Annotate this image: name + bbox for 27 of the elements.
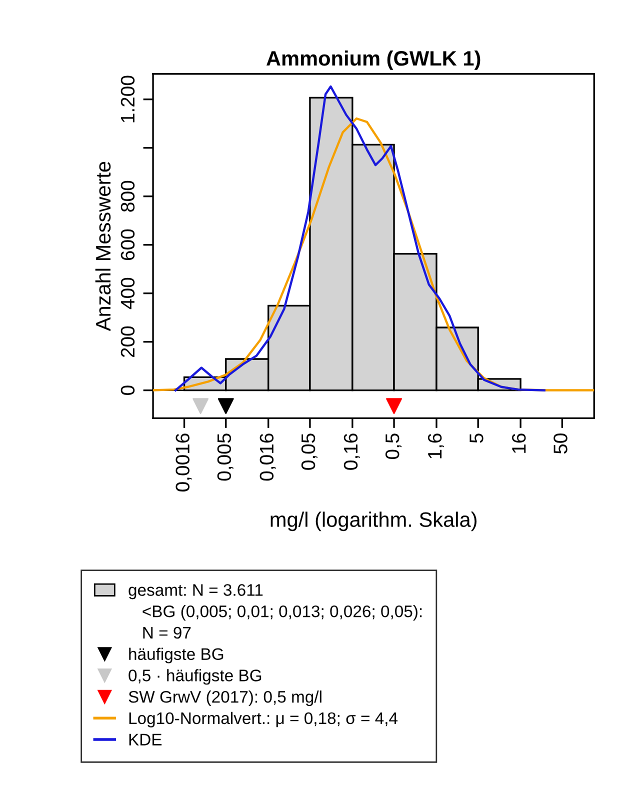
y-axis-title: Anzahl Messwerte bbox=[95, 162, 111, 332]
text: <BG (0,005; 0,01; 0,013; 0,026; 0,05): bbox=[142, 605, 422, 621]
x-axis-title: mg/l (logarithm. Skala) bbox=[270, 512, 476, 532]
x-tick-label: 50 bbox=[554, 434, 568, 454]
legend-label: häufigste BG bbox=[129, 648, 224, 664]
x-tick-label: 0,05 bbox=[301, 434, 318, 470]
legend-label: gesamt: N = 3.611 bbox=[128, 584, 263, 600]
x-tick-label: 1,6 bbox=[428, 434, 444, 458]
y-tick-label: 800 bbox=[120, 180, 135, 212]
x-tick-label: 5 bbox=[470, 434, 484, 443]
x-tick-label: 16 bbox=[512, 434, 526, 453]
legend-label: KDE bbox=[129, 734, 162, 746]
y-tick-label: 200 bbox=[120, 326, 135, 358]
y-tick-label: 400 bbox=[120, 278, 135, 310]
legend-label: Log10-Normalvert.: μ = 0,18; σ = 4,4 bbox=[129, 712, 398, 728]
text: N = 97 bbox=[143, 626, 191, 639]
y-tick-label: 1.200 bbox=[120, 76, 135, 122]
y-tick-label: 0 bbox=[120, 386, 135, 395]
y-tick-label: 600 bbox=[120, 229, 135, 260]
x-tick-label: 0,016 bbox=[260, 434, 276, 481]
x-tick-label: 0,005 bbox=[217, 434, 234, 481]
x-tick-label: 0,16 bbox=[344, 434, 360, 470]
legend-label: 0,5 · häufigste BG bbox=[128, 669, 262, 685]
legend-label: SW GrwV (2017): 0,5 mg/l bbox=[128, 690, 322, 706]
x-tick-label: 0,5 bbox=[385, 434, 402, 460]
x-tick-label: 0,0016 bbox=[176, 434, 192, 492]
chart-title: Ammonium (GWLK 1) bbox=[266, 50, 480, 70]
